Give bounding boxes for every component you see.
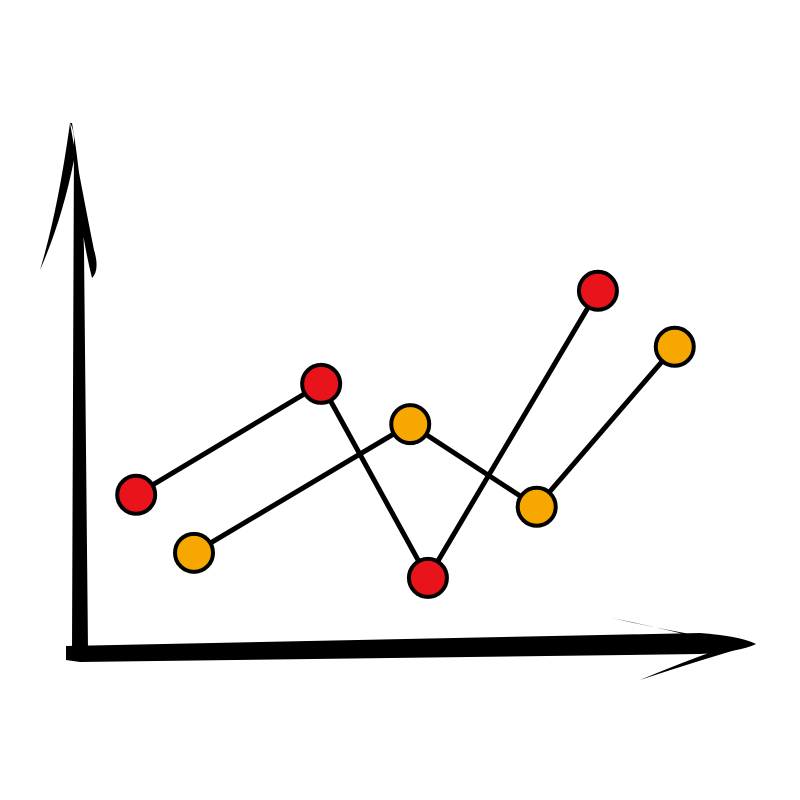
data-point bbox=[576, 269, 619, 312]
data-point bbox=[515, 485, 558, 528]
x-axis-arrowhead bbox=[612, 618, 756, 680]
series-line bbox=[191, 344, 678, 556]
y-axis-arrowhead bbox=[40, 123, 97, 278]
points bbox=[115, 269, 696, 599]
data-point bbox=[653, 325, 696, 368]
data-point bbox=[406, 556, 449, 599]
lines bbox=[133, 288, 678, 581]
series-line bbox=[133, 288, 601, 581]
data-point bbox=[300, 362, 343, 405]
y-axis bbox=[70, 123, 88, 650]
data-point bbox=[389, 403, 432, 446]
plot bbox=[115, 269, 696, 599]
x-axis bbox=[66, 633, 756, 662]
data-point bbox=[115, 473, 158, 516]
axes bbox=[40, 123, 756, 680]
data-point bbox=[173, 531, 215, 574]
